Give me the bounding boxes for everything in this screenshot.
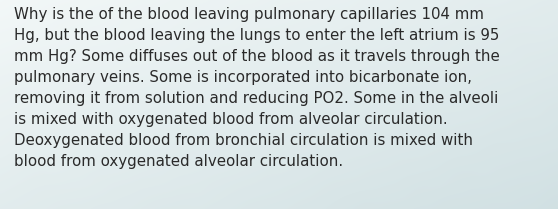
Text: Why is the of the blood leaving pulmonary capillaries 104 mm
Hg, but the blood l: Why is the of the blood leaving pulmonar… (14, 7, 500, 169)
